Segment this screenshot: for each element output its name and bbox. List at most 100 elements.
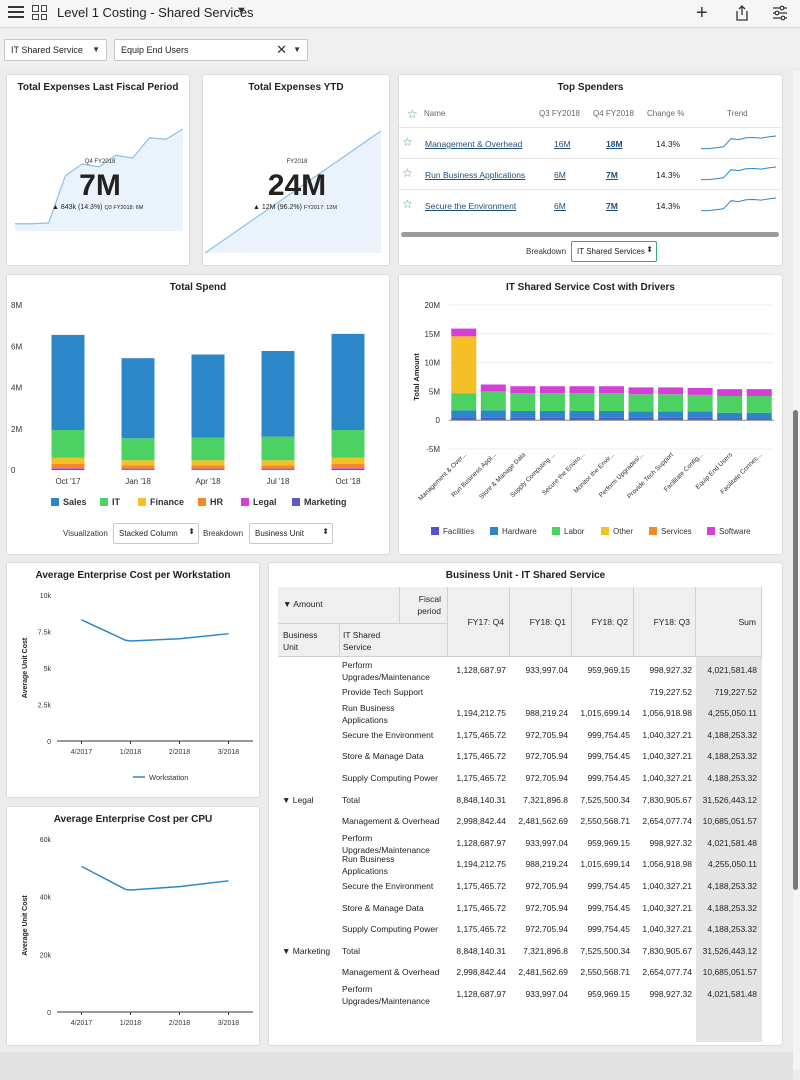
- caret-down-icon[interactable]: ▼: [236, 5, 247, 17]
- sliders-icon[interactable]: [772, 5, 788, 21]
- stepper-icon[interactable]: ⬍: [646, 245, 653, 254]
- bar-segment: [569, 417, 595, 421]
- bar-segment: [599, 410, 624, 418]
- bar-segment: [451, 336, 477, 394]
- kpi-card-fiscal: Total Expenses Last Fiscal Period Q4 FY2…: [6, 74, 190, 266]
- sum-cell: 4,188,253.32: [707, 729, 757, 740]
- star-icon[interactable]: ☆: [407, 107, 418, 121]
- legend-item[interactable]: HR: [198, 497, 223, 507]
- bar-segment: [628, 394, 654, 412]
- spender-q3-link[interactable]: 16M: [554, 139, 571, 149]
- footer-bar: [0, 1052, 793, 1080]
- legend-item[interactable]: Other: [601, 527, 633, 536]
- legend-item[interactable]: Marketing: [292, 497, 347, 507]
- breakdown-select[interactable]: IT Shared Services ⬍: [571, 241, 657, 262]
- bar-segment: [628, 411, 654, 418]
- legend-swatch: [490, 527, 498, 535]
- bar-segment: [191, 469, 225, 470]
- bar-segment: [331, 429, 365, 458]
- bar-segment: [261, 465, 295, 469]
- page-scrollbar-thumb[interactable]: [793, 410, 798, 890]
- kpi-ytd-trend: [205, 130, 382, 254]
- legend-item[interactable]: Labor: [552, 527, 584, 536]
- col-header-label: Sum: [738, 617, 756, 627]
- share-icon[interactable]: [735, 5, 749, 21]
- spender-name-link[interactable]: Secure the Environment: [425, 201, 517, 211]
- kpi-ytd-title: Total Expenses YTD: [248, 82, 344, 93]
- users-select[interactable]: Equip End Users ✕ ▼: [114, 39, 308, 61]
- table-row[interactable]: Run Business Applications 1,194,212.75 988…: [278, 703, 762, 725]
- stepper-icon[interactable]: ⬍: [322, 527, 329, 536]
- sum-cell: 10,685,051.57: [702, 967, 757, 978]
- legend-item[interactable]: IT: [100, 497, 120, 507]
- spender-name-link[interactable]: Management & Overhead: [425, 139, 523, 149]
- legend-item[interactable]: Legal: [241, 497, 277, 507]
- spender-name-link[interactable]: Run Business Applications: [425, 170, 526, 180]
- legend-label: Services: [661, 527, 692, 536]
- table-row[interactable]: ▼ Marketing Total 8,848,140.31 7,321,896.8 7…: [278, 941, 762, 963]
- legend-item[interactable]: Sales: [51, 497, 87, 507]
- value-cell: 1,175,465.72: [456, 751, 506, 762]
- legend-item[interactable]: Facilities: [431, 527, 474, 536]
- legend-item[interactable]: Services: [649, 527, 692, 536]
- hamburger-icon[interactable]: [8, 6, 24, 20]
- table-row[interactable]: ▼ Legal Total 8,848,140.31 7,321,896.8 7,525…: [278, 790, 762, 812]
- stepper-icon[interactable]: ⬍: [188, 527, 195, 536]
- table-row[interactable]: Perform Upgrades/Maintenance 1,128,687.97…: [278, 833, 762, 855]
- sum-cell: 4,188,253.32: [707, 881, 757, 891]
- caret-down-icon[interactable]: ▼: [293, 45, 301, 54]
- table-row[interactable]: ☆ Run Business Applications 6M 7M 14.3%: [399, 158, 781, 189]
- table-row[interactable]: Store & Manage Data 1,175,465.72 972,705.9…: [278, 898, 762, 920]
- table-row[interactable]: Management & Overhead 2,998,842.44 2,481,5…: [278, 962, 762, 984]
- table-row[interactable]: Perform Upgrades/Maintenance 1,128,687.97…: [278, 660, 762, 682]
- table-row[interactable]: Secure the Environment 1,175,465.72 972,70…: [278, 725, 762, 747]
- table-row[interactable]: ☆ Secure the Environment 6M 7M 14.3%: [399, 189, 781, 220]
- horizontal-scrollbar[interactable]: [401, 232, 779, 237]
- table-row[interactable]: Secure the Environment 1,175,465.72 972,70…: [278, 876, 762, 898]
- table-row[interactable]: Run Business Applications 1,194,212.75 988…: [278, 854, 762, 876]
- amount-header[interactable]: ▼ Amount: [278, 587, 400, 624]
- table-row[interactable]: Supply Computing Power 1,175,465.72 972,70…: [278, 768, 762, 790]
- caret-down-icon[interactable]: ▼: [92, 45, 100, 54]
- y-tick-label: 5M: [429, 387, 440, 396]
- star-icon[interactable]: ☆: [402, 135, 413, 149]
- page-title: Level 1 Costing - Shared Services: [57, 5, 254, 20]
- x-tick-label: Apr '18: [195, 477, 221, 486]
- spender-q3-link[interactable]: 6M: [554, 170, 566, 180]
- grid-icon[interactable]: [32, 5, 47, 20]
- table-row[interactable]: ☆ Management & Overhead 16M 18M 14.3%: [399, 127, 781, 158]
- star-icon[interactable]: ☆: [402, 166, 413, 180]
- value-cell: 998,927.32: [649, 989, 692, 999]
- service-select[interactable]: IT Shared Service ▼: [4, 39, 107, 61]
- spender-q4-link[interactable]: 7M: [606, 201, 618, 211]
- legend-item[interactable]: Hardware: [490, 527, 537, 536]
- value-cell: 999,754.45: [587, 881, 630, 891]
- spender-q4-link[interactable]: 18M: [606, 139, 623, 149]
- y-tick-label: 7.5k: [38, 630, 52, 637]
- table-row[interactable]: Perform Upgrades/Maintenance 1,128,687.97…: [278, 984, 762, 1006]
- spender-q3-link[interactable]: 6M: [554, 201, 566, 211]
- value-cell: 1,040,327.21: [642, 729, 692, 740]
- spender-q4-link[interactable]: 7M: [606, 170, 618, 180]
- trend-line: [701, 166, 777, 181]
- table-row[interactable]: Supply Computing Power 1,175,465.72 972,70…: [278, 919, 762, 941]
- y-tick-label: 60k: [40, 837, 52, 844]
- legend-label: Hardware: [502, 527, 537, 536]
- clear-icon[interactable]: ✕: [276, 42, 287, 57]
- star-icon[interactable]: ☆: [402, 197, 413, 211]
- value-cell: 2,550,568.71: [580, 816, 630, 827]
- table-row[interactable]: Management & Overhead 2,998,842.44 2,481,5…: [278, 811, 762, 833]
- visualization-select[interactable]: Stacked Column ⬍: [113, 523, 199, 544]
- legend-item[interactable]: Software: [707, 527, 751, 536]
- value-cell: 1,056,918.98: [642, 708, 692, 719]
- business-unit-cell[interactable]: ▼ Marketing: [282, 945, 331, 956]
- table-row[interactable]: Provide Tech Support 719,227.52 719,227.52: [278, 682, 762, 704]
- table-row[interactable]: Store & Manage Data 1,175,465.72 972,705.9…: [278, 746, 762, 768]
- value-cell: 972,705.94: [525, 881, 568, 891]
- business-unit-header: Business Unit: [278, 624, 340, 657]
- business-unit-cell[interactable]: ▼ Legal: [282, 794, 314, 805]
- legend-item[interactable]: Finance: [138, 497, 184, 507]
- fiscal-period-header: Fiscal period: [400, 587, 448, 624]
- breakdown-select[interactable]: Business Unit ⬍: [249, 523, 333, 544]
- plus-icon[interactable]: +: [696, 2, 708, 24]
